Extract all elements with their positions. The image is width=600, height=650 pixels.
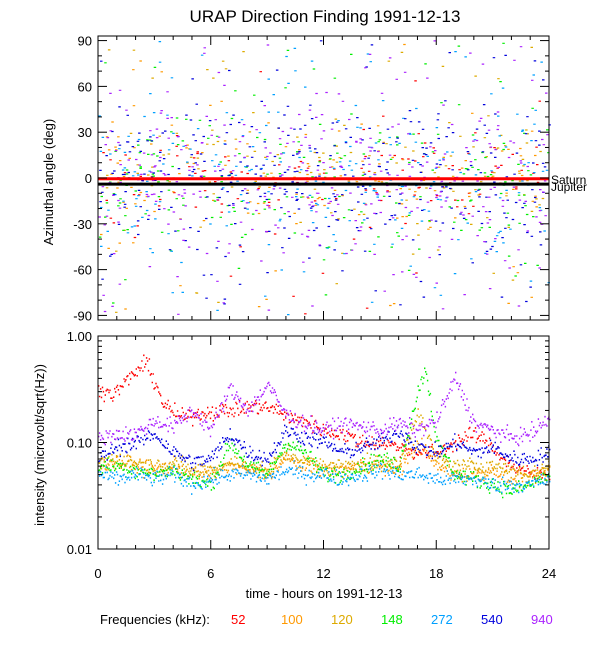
intensity-tick-label: 0.10 [67,436,92,451]
frequency-legend: Frequencies (kHz): 52 100 120 148 272 54… [0,608,600,632]
legend-label: Frequencies (kHz): [100,612,210,627]
x-tick-label: 6 [207,566,214,581]
azimuth-tick-label: 60 [78,79,92,94]
azimuth-tick-label: 30 [78,125,92,140]
intensity-points-272 [98,460,551,495]
legend-item-940: 940 [531,612,553,627]
intensity-points-148 [98,367,551,499]
intensity-series-52 [98,354,551,481]
azimuth-points-52 [102,71,549,315]
azimuth-tick-label: 90 [78,34,92,49]
azimuth-tick-label: -90 [73,308,92,323]
x-tick-label: 0 [94,566,101,581]
jupiter-label: Jupiter [551,180,587,194]
legend-item-272: 272 [431,612,453,627]
intensity-points-52 [98,354,551,481]
intensity-series-272 [98,460,551,495]
intensity-series-540 [98,424,551,472]
azimuth-series-120 [105,46,545,313]
azimuth-points-940 [98,40,549,315]
intensity-tick-label: 1.00 [67,329,92,344]
azimuth-series-540 [99,40,551,306]
azimuth-data-layer [98,40,551,316]
intensity-data-layer [98,354,551,499]
intensity-points-940 [98,371,551,447]
azimuth-series-100 [100,43,538,310]
azimuth-tick-label: -30 [73,217,92,232]
x-axis-label: time - hours on 1991-12-13 [246,586,403,601]
intensity-plot-frame [97,335,550,550]
x-tick-label: 12 [316,566,330,581]
saturn-label: Saturn [551,173,586,187]
x-tick-label: 18 [429,566,443,581]
legend-item-540: 540 [481,612,503,627]
azimuth-y-axis-label: Azimuthal angle (deg) [41,119,56,245]
azimuth-series-940 [98,40,549,315]
azimuth-points-100 [100,43,538,310]
intensity-tick-label: 0.01 [67,542,92,557]
azimuth-points-120 [105,46,545,313]
legend-item-120: 120 [331,612,353,627]
axes-layer: -90 -60 -30 0 30 60 90 0.01 0.10 1.00 0 6 12 18 24 [67,34,557,581]
x-tick-label: 24 [542,566,556,581]
intensity-points-540 [98,424,551,472]
chart-title: URAP Direction Finding 1991-12-13 [190,7,461,26]
intensity-series-940 [98,371,551,447]
intensity-y-axis-label: intensity (microvolt/sqrt(Hz)) [32,364,47,526]
azimuth-tick-label: -60 [73,263,92,278]
intensity-series-148 [98,367,551,499]
legend-item-148: 148 [381,612,403,627]
legend-item-52: 52 [231,612,246,627]
azimuth-series-52 [102,71,549,315]
legend-item-100: 100 [281,612,303,627]
azimuth-points-540 [99,40,551,306]
azimuth-tick-label: 0 [85,171,92,186]
